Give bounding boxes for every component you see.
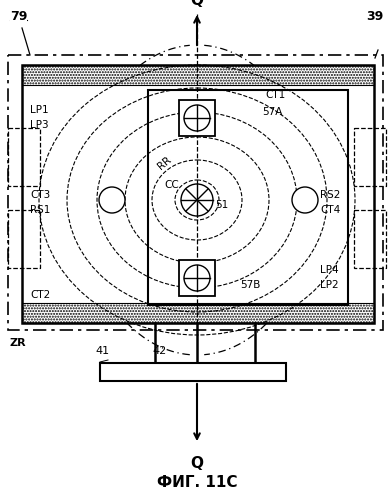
Text: LP2: LP2 (320, 280, 339, 290)
Text: CT1: CT1 (265, 90, 285, 100)
Text: RS2: RS2 (320, 190, 341, 200)
Text: ФИГ. 11C: ФИГ. 11C (157, 475, 237, 490)
Text: LP4: LP4 (320, 265, 339, 275)
Text: RS1: RS1 (30, 205, 50, 215)
Bar (22, 65, 374, 323)
Circle shape (184, 265, 210, 291)
Circle shape (99, 187, 125, 213)
Circle shape (184, 105, 210, 131)
Text: LP3: LP3 (30, 120, 48, 130)
Bar (8, 210, 40, 268)
Text: 51: 51 (215, 200, 228, 210)
Bar (8, 55, 383, 330)
Text: CT3: CT3 (30, 190, 50, 200)
Bar (100, 363, 286, 381)
Text: Q: Q (190, 0, 203, 8)
Text: 39: 39 (366, 10, 383, 23)
Circle shape (181, 184, 213, 216)
Bar (354, 128, 386, 186)
Text: Q: Q (190, 456, 203, 471)
Text: LP1: LP1 (30, 105, 48, 115)
Text: 41: 41 (95, 346, 109, 356)
Text: 79: 79 (10, 10, 27, 23)
Bar (354, 210, 386, 268)
Text: CT2: CT2 (30, 290, 50, 300)
Bar (179, 100, 215, 136)
Text: 42: 42 (152, 346, 166, 356)
Text: 57A: 57A (262, 107, 282, 117)
Text: ZR: ZR (10, 338, 27, 348)
Bar (148, 90, 348, 305)
Bar (179, 260, 215, 296)
Bar (8, 128, 40, 186)
Circle shape (292, 187, 318, 213)
Text: CC: CC (165, 180, 179, 190)
Text: CT4: CT4 (320, 205, 340, 215)
Text: 57B: 57B (240, 280, 260, 290)
Bar (22, 65, 374, 85)
Bar (22, 303, 374, 323)
Text: RR: RR (156, 155, 174, 172)
